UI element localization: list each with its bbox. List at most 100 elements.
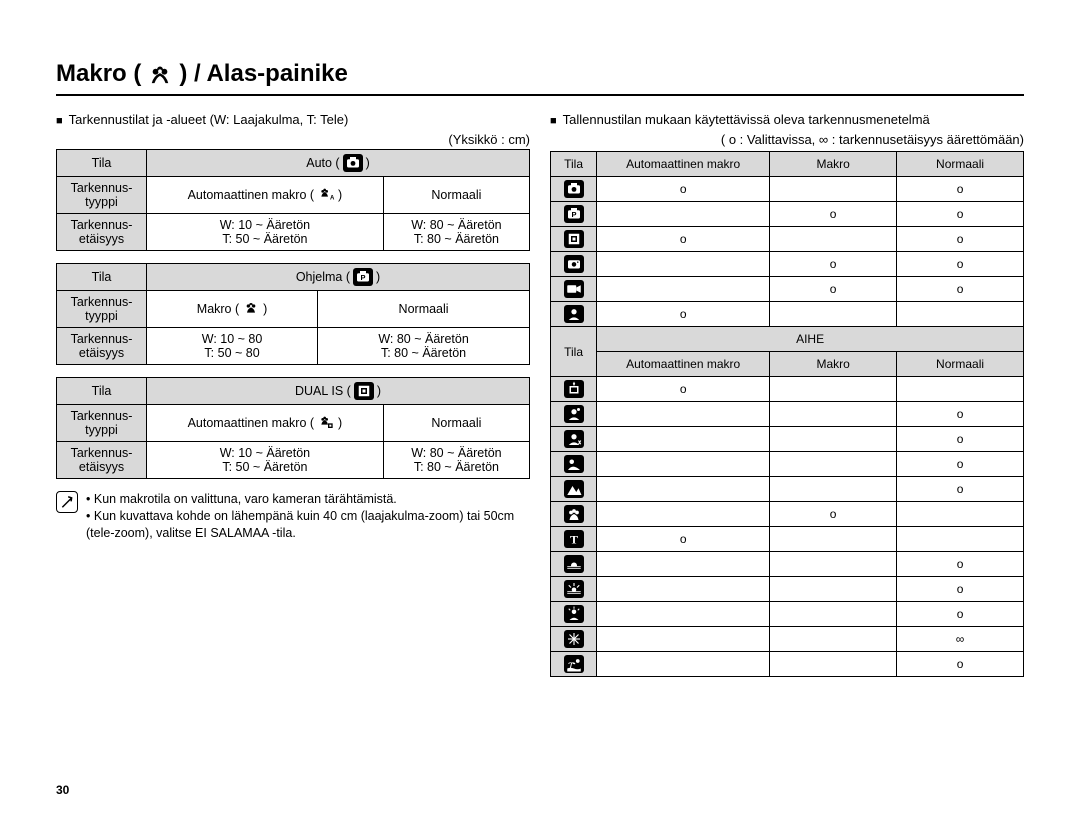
- right-column: ■ Tallennustilan mukaan käytettävissä ol…: [550, 112, 1024, 677]
- bullet-icon: ■: [550, 112, 557, 130]
- matrix-cell: o: [770, 277, 897, 302]
- flower2-icon: [564, 505, 584, 523]
- matrix-mode-icon-cell: T: [551, 527, 597, 552]
- matrix-header: Tila: [551, 152, 597, 177]
- matrix-mode-icon-cell: [551, 177, 597, 202]
- matrix-cell: [597, 652, 770, 677]
- matrix-cell: [770, 402, 897, 427]
- matrix-mode-icon-cell: [551, 552, 597, 577]
- matrix-cell: [597, 577, 770, 602]
- row-label: Tarkennus-tyyppi: [57, 177, 147, 214]
- flower-icon: [149, 63, 171, 85]
- matrix-cell: [597, 552, 770, 577]
- page-number: 30: [56, 783, 69, 797]
- matrix-cell: [770, 602, 897, 627]
- matrix-cell: o: [897, 477, 1024, 502]
- focus-type-cell: Normaali: [383, 177, 529, 214]
- matrix-cell: [597, 427, 770, 452]
- beach-icon: [564, 655, 584, 673]
- matrix-cell: [770, 527, 897, 552]
- distance-cell: W: 80 ~ ÄäretönT: 80 ~ Ääretön: [383, 214, 529, 251]
- matrix-header: Normaali: [897, 352, 1024, 377]
- matrix-cell: [770, 652, 897, 677]
- matrix-header: Tila: [551, 327, 597, 377]
- matrix-cell: o: [597, 302, 770, 327]
- svg-text:A: A: [330, 195, 335, 201]
- matrix-cell: [770, 377, 897, 402]
- matrix-cell: [770, 427, 897, 452]
- focus-type-cell: Normaali: [383, 405, 529, 442]
- title-prefix: Makro (: [56, 60, 141, 88]
- portrait-icon: [564, 305, 584, 323]
- matrix-cell: o: [770, 252, 897, 277]
- matrix-cell: [597, 477, 770, 502]
- flower-icon: [242, 300, 260, 319]
- unit-label: (Yksikkö : cm): [56, 132, 530, 147]
- camera-p-icon: P: [564, 205, 584, 223]
- matrix-mode-icon-cell: [551, 402, 597, 427]
- sunset-icon: [564, 555, 584, 573]
- right-heading: Tallennustilan mukaan käytettävissä olev…: [563, 112, 930, 130]
- matrix-cell: o: [770, 202, 897, 227]
- matrix-cell: [770, 302, 897, 327]
- night-icon: [564, 380, 584, 398]
- bullet-icon: ■: [56, 112, 63, 130]
- auto-flower-icon: A: [317, 186, 335, 205]
- note-icon: [56, 491, 78, 513]
- matrix-cell: [770, 627, 897, 652]
- matrix-cell: [897, 502, 1024, 527]
- matrix-cell: o: [897, 202, 1024, 227]
- matrix-cell: [770, 577, 897, 602]
- matrix-cell: [897, 527, 1024, 552]
- mode-table: TilaOhjelma ( P )Tarkennus-tyyppiMakro (…: [56, 263, 530, 365]
- dual-is-icon: [354, 382, 374, 400]
- matrix-cell: [597, 277, 770, 302]
- row-label: Tarkennus-etäisyys: [57, 328, 147, 365]
- firework-icon: [564, 630, 584, 648]
- focus-type-cell: Normaali: [318, 291, 530, 328]
- row-label: Tarkennus-etäisyys: [57, 214, 147, 251]
- camera-icon: [564, 180, 584, 198]
- left-heading: Tarkennustilat ja -alueet (W: Laajakulma…: [69, 112, 349, 130]
- note-line-2: Kun kuvattava kohde on lähempänä kuin 40…: [86, 509, 514, 540]
- matrix-cell: o: [897, 552, 1024, 577]
- title-suffix: ) / Alas-painike: [179, 60, 348, 88]
- matrix-cell: o: [770, 502, 897, 527]
- portrait2-icon: [564, 405, 584, 423]
- focus-type-cell: Automaattinen makro ( ): [147, 405, 384, 442]
- row-label: Tila: [57, 150, 147, 177]
- matrix-cell: [597, 627, 770, 652]
- svg-text:P: P: [360, 273, 365, 282]
- matrix-cell: [770, 477, 897, 502]
- mode-table: TilaAuto ( )Tarkennus-tyyppiAutomaattine…: [56, 149, 530, 251]
- children-icon: [564, 430, 584, 448]
- matrix-cell: o: [897, 177, 1024, 202]
- right-legend: ( o : Valittavissa, ∞ : tarkennusetäisyy…: [550, 132, 1024, 147]
- row-label: Tarkennus-etäisyys: [57, 442, 147, 479]
- matrix-cell: o: [897, 452, 1024, 477]
- camera-icon: [343, 154, 363, 172]
- matrix-cell: [770, 552, 897, 577]
- row-label: Tila: [57, 378, 147, 405]
- matrix-cell: [770, 227, 897, 252]
- row-label: Tila: [57, 264, 147, 291]
- matrix-cell: [597, 252, 770, 277]
- focus-type-cell: Makro ( ): [147, 291, 318, 328]
- page-title: Makro ( ) / Alas-painike: [56, 60, 1024, 96]
- matrix-cell: o: [897, 602, 1024, 627]
- matrix-cell: o: [897, 402, 1024, 427]
- distance-cell: W: 10 ~ 80T: 50 ~ 80: [147, 328, 318, 365]
- matrix-cell: o: [597, 177, 770, 202]
- matrix-cell: [597, 602, 770, 627]
- matrix-cell: ∞: [897, 627, 1024, 652]
- closeup-icon: [564, 480, 584, 498]
- matrix-cell: [597, 452, 770, 477]
- matrix-mode-icon-cell: P: [551, 202, 597, 227]
- matrix-mode-icon-cell: [551, 227, 597, 252]
- video-icon: [564, 280, 584, 298]
- note-block: • Kun makrotila on valittuna, varo kamer…: [56, 491, 530, 542]
- mode-table: TilaDUAL IS ( )Tarkennus-tyyppiAutomaatt…: [56, 377, 530, 479]
- dawn-icon: [564, 580, 584, 598]
- row-label: Tarkennus-tyyppi: [57, 405, 147, 442]
- note-line-1: Kun makrotila on valittuna, varo kameran…: [94, 492, 397, 506]
